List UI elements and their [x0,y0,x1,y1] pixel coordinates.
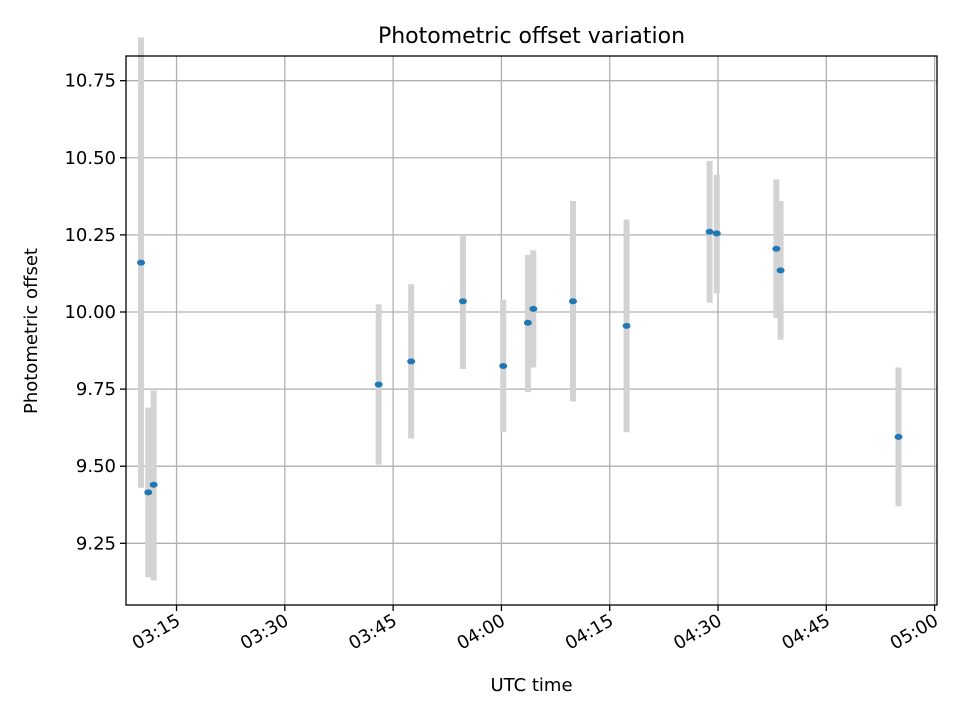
data-point [458,298,467,305]
x-tick-label: 03:45 [345,610,400,654]
grid-layer [126,56,937,605]
x-tick-label: 04:45 [778,610,833,654]
errorbar-layer [138,37,902,581]
chart-title: Photometric offset variation [378,24,685,49]
data-point [569,298,578,305]
plot-frame [125,55,938,606]
data-point [137,259,146,266]
data-point [622,322,631,329]
data-point [144,489,153,496]
y-axis: 9.25 9.50 9.75 10.00 10.25 10.50 10.75 [64,71,126,554]
x-tick-label: 04:30 [670,610,725,654]
data-point [529,305,538,312]
x-tick-label: 04:00 [453,610,508,654]
data-point [776,267,785,274]
data-point [499,362,508,369]
y-tick-label: 10.00 [64,302,116,323]
y-tick-label: 10.75 [64,71,116,92]
y-tick-label: 9.75 [76,379,116,400]
y-tick-label: 10.25 [64,225,116,246]
point-layer [137,228,903,496]
x-axis-label: UTC time [490,675,572,696]
data-point [772,245,781,252]
data-point [894,433,903,440]
data-point [705,228,714,235]
y-axis-label: Photometric offset [21,248,42,414]
x-tick-label: 04:15 [562,610,617,654]
y-tick-label: 9.25 [76,533,116,554]
y-tick-label: 10.50 [64,148,116,169]
data-point [712,230,721,237]
data-point [149,481,158,488]
data-point [407,358,416,365]
data-point [374,381,383,388]
y-tick-label: 9.50 [76,456,116,477]
x-tick-label: 03:30 [237,610,292,654]
x-tick-label: 03:15 [129,610,184,654]
x-tick-label: 05:00 [887,610,942,654]
x-axis: 03:15 03:30 03:45 04:00 04:15 04:30 04:45 05:00 [129,605,942,654]
data-point [523,319,532,326]
